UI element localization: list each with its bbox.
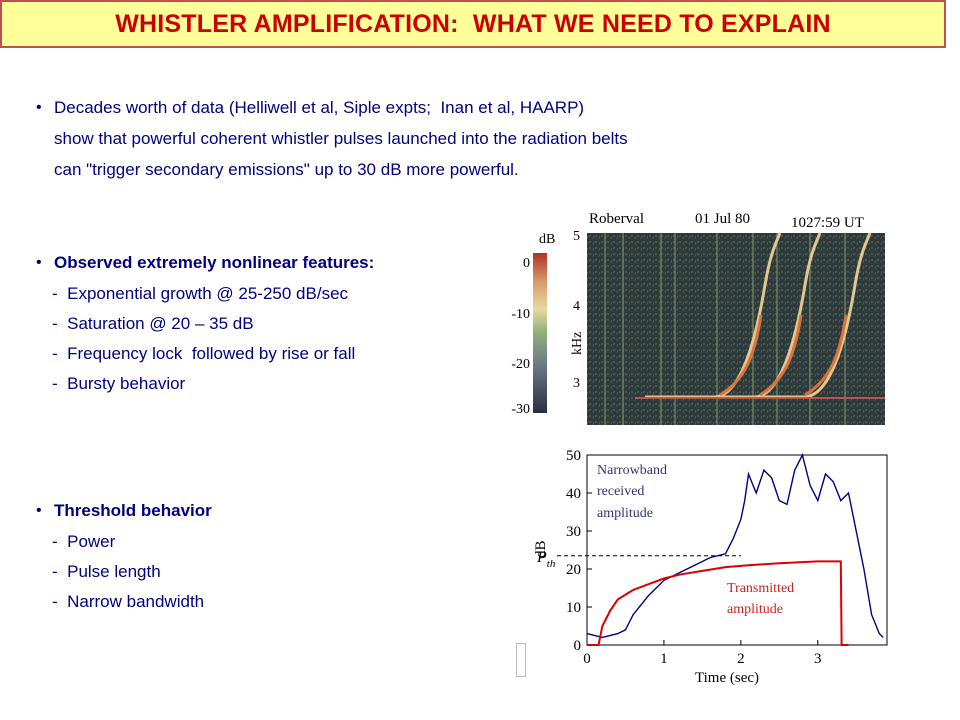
chart-plot-area bbox=[586, 454, 888, 646]
spectrogram-figure: Roberval 01 Jul 80 1027:59 UT dB 0 -10 -… bbox=[511, 211, 885, 425]
threshold-bullet: • Threshold behavior - Power - Pulse len… bbox=[36, 499, 212, 620]
received-annotation: Narrowband bbox=[597, 463, 667, 478]
amplitude-chart: 0 10 20 30 40 50 0 1 2 3 dB Pth Narrowband receiv… bbox=[533, 448, 888, 686]
spectrogram-ytick: 4 bbox=[573, 299, 580, 314]
spectrogram-panel bbox=[587, 233, 885, 425]
transmitted-amplitude-line bbox=[587, 560, 849, 646]
bullet-dot: • bbox=[36, 99, 42, 116]
intro-bullet: • Decades worth of data (Helliwell et al… bbox=[36, 96, 628, 189]
emission-traces bbox=[635, 232, 885, 399]
received-amplitude-line bbox=[586, 453, 884, 639]
spectrogram-station: Roberval bbox=[589, 211, 644, 227]
threshold-label-main: P bbox=[536, 549, 547, 566]
title-banner: WHISTLER AMPLIFICATION: WHAT WE NEED TO … bbox=[0, 0, 946, 48]
y-tick-label: 30 bbox=[566, 524, 581, 540]
chart-ylabel: dB bbox=[533, 540, 549, 558]
bullet-dot: • bbox=[36, 502, 42, 519]
spectrogram-ytick: 5 bbox=[573, 229, 580, 244]
colorbar-tick: -30 bbox=[511, 402, 530, 417]
spectrogram-time: 1027:59 UT bbox=[791, 215, 864, 231]
colorbar-tick: -10 bbox=[511, 307, 530, 322]
chart-xlabel: Time (sec) bbox=[695, 670, 759, 686]
colorbar-tick: -20 bbox=[511, 357, 530, 372]
spectrogram-date: 01 Jul 80 bbox=[695, 211, 750, 227]
intro-line: can "trigger secondary emissions" up to … bbox=[54, 160, 519, 179]
spectrogram-ylabel: kHz bbox=[570, 332, 585, 355]
nonlinear-features-bullet: • Observed extremely nonlinear features:… bbox=[36, 251, 374, 402]
transmitted-annotation: amplitude bbox=[727, 602, 783, 617]
placeholder-glyph bbox=[516, 643, 526, 677]
x-tick-label: 3 bbox=[814, 651, 822, 667]
chart-tick-group: 0 10 20 30 40 50 0 1 2 3 bbox=[566, 448, 822, 667]
intro-line: show that powerful coherent whistler pul… bbox=[54, 129, 628, 148]
slide-title: WHISTLER AMPLIFICATION: WHAT WE NEED TO … bbox=[115, 9, 831, 38]
list-item: - Exponential growth @ 25-250 dB/sec bbox=[52, 284, 349, 303]
threshold-heading: Threshold behavior bbox=[54, 501, 212, 520]
nonlinear-heading: Observed extremely nonlinear features: bbox=[54, 253, 375, 272]
intro-line: Decades worth of data (Helliwell et al, … bbox=[54, 98, 585, 117]
spectrogram-ytick: 3 bbox=[573, 376, 580, 391]
list-item: - Saturation @ 20 – 35 dB bbox=[52, 314, 254, 333]
transmitted-annotation: Transmitted bbox=[727, 581, 794, 596]
threshold-label-sub: th bbox=[547, 558, 556, 570]
x-tick-label: 0 bbox=[583, 651, 591, 667]
bullet-dot: • bbox=[36, 254, 42, 271]
y-tick-label: 0 bbox=[574, 638, 582, 654]
y-tick-label: 50 bbox=[566, 448, 581, 464]
x-tick-label: 2 bbox=[737, 651, 745, 667]
list-item: - Bursty behavior bbox=[52, 374, 186, 393]
list-item: - Frequency lock followed by rise or fal… bbox=[52, 344, 356, 363]
x-tick-label: 1 bbox=[660, 651, 668, 667]
list-item: - Narrow bandwidth bbox=[52, 592, 205, 611]
received-annotation: received bbox=[597, 484, 644, 499]
list-item: - Power bbox=[52, 532, 116, 551]
y-tick-label: 10 bbox=[566, 600, 581, 616]
colorbar-tick: 0 bbox=[523, 256, 530, 271]
received-annotation: amplitude bbox=[597, 506, 653, 521]
colorbar bbox=[533, 253, 547, 413]
colorbar-label: dB bbox=[539, 232, 555, 247]
threshold-label: Pth bbox=[536, 549, 556, 570]
y-tick-label: 20 bbox=[566, 562, 581, 578]
list-item: - Pulse length bbox=[52, 562, 161, 581]
y-tick-label: 40 bbox=[566, 486, 581, 502]
